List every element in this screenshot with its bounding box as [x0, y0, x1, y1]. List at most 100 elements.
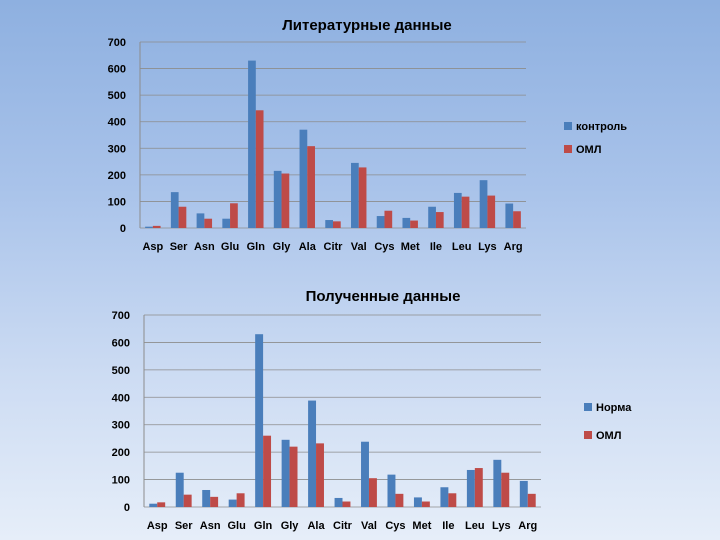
lit-category-label: Asn: [194, 241, 215, 253]
obt-legend-swatch: [584, 431, 592, 439]
obt-category-label: Citr: [333, 520, 353, 532]
lit-bar-lys-series0: [479, 180, 488, 228]
obt-bar-leu-series1: [474, 468, 483, 507]
lit-bar-asp-series0: [145, 226, 153, 228]
obt-y-tick-label: 700: [112, 310, 130, 322]
obt-y-tick-label: 0: [124, 502, 130, 514]
lit-category-label: Val: [351, 241, 367, 253]
lit-category-label: Gln: [247, 241, 266, 253]
obt-category-label: Gly: [281, 520, 300, 532]
lit-category-label: Leu: [452, 241, 472, 253]
lit-bar-arg-series0: [505, 203, 514, 228]
obt-bar-val-series0: [361, 441, 369, 507]
lit-bar-glu-series1: [230, 203, 238, 228]
lit-bar-met-series1: [410, 220, 418, 228]
obt-category-label: Ile: [442, 520, 454, 532]
obt-bar-citr-series0: [334, 497, 343, 507]
obt-bar-asp-series0: [149, 503, 158, 507]
obt-category-label: Lys: [492, 520, 511, 532]
obt-bar-ser-series0: [175, 472, 184, 507]
lit-y-tick-label: 300: [108, 143, 126, 155]
obt-bar-gln-series0: [255, 334, 264, 507]
obt-bar-asn-series1: [210, 496, 219, 507]
obt-bar-lys-series0: [493, 459, 502, 507]
obt-category-label: Met: [412, 520, 431, 532]
lit-category-label: Cys: [374, 241, 394, 253]
lit-bar-ala-series0: [299, 129, 308, 228]
obt-category-label: Ala: [307, 520, 325, 532]
lit-bar-gly-series0: [273, 170, 282, 228]
obt-y-tick-label: 500: [112, 365, 130, 377]
lit-bar-ser-series1: [178, 206, 187, 228]
obt-bar-met-series0: [413, 497, 422, 507]
lit-y-tick-label: 600: [108, 64, 126, 76]
lit-bar-asn-series1: [204, 218, 213, 228]
lit-bar-ile-series1: [435, 212, 444, 228]
obt-legend-swatch: [584, 403, 592, 411]
lit-bar-ala-series1: [307, 146, 315, 228]
lit-legend-label: ОМЛ: [576, 144, 601, 156]
obt-bar-glu-series1: [236, 493, 245, 507]
obt-category-label: Leu: [465, 520, 485, 532]
lit-y-tick-label: 0: [120, 223, 126, 235]
obt-chart-title: Полученные данные: [306, 288, 461, 305]
obt-bar-gly-series1: [289, 446, 298, 507]
lit-bar-met-series0: [402, 217, 411, 228]
lit-bar-gln-series1: [255, 110, 264, 228]
lit-legend-swatch: [564, 122, 572, 130]
obt-bar-arg-series1: [527, 493, 536, 507]
obt-bar-cys-series1: [395, 493, 404, 507]
lit-category-label: Glu: [221, 241, 239, 253]
lit-bar-ser-series0: [170, 192, 179, 228]
obt-bar-ala-series1: [316, 443, 324, 507]
lit-category-label: Ser: [170, 241, 188, 253]
lit-category-label: Met: [401, 241, 420, 253]
obt-category-label: Gln: [254, 520, 273, 532]
lit-bar-leu-series0: [453, 192, 462, 228]
obt-bar-ser-series1: [183, 494, 192, 507]
obt-bar-citr-series1: [342, 501, 351, 507]
obt-bar-ile-series0: [440, 487, 449, 507]
lit-y-tick-label: 700: [108, 37, 126, 49]
obt-category-label: Ser: [175, 520, 193, 532]
lit-category-label: Arg: [504, 241, 523, 253]
obt-bar-met-series1: [421, 501, 430, 507]
lit-bar-gly-series1: [281, 173, 290, 228]
chart-obtained: Полученные данные 0 100 200 300 400 500 600 700 A…: [112, 288, 633, 532]
lit-legend-label: контроль: [576, 121, 627, 133]
lit-category-label: Citr: [324, 241, 344, 253]
obt-bar-gln-series1: [263, 435, 272, 507]
obt-y-tick-label: 600: [112, 337, 130, 349]
lit-y-tick-label: 200: [108, 170, 126, 182]
lit-category-label: Ile: [430, 241, 442, 253]
obt-bar-lys-series1: [501, 472, 510, 507]
lit-legend-swatch: [564, 145, 572, 153]
obt-bar-cys-series0: [387, 474, 396, 507]
lit-category-label: Gly: [273, 241, 292, 253]
chart-literature: Литературные данные 0 100 200 300 400 500 600 70…: [108, 17, 628, 253]
lit-category-label: Lys: [478, 241, 497, 253]
lit-y-tick-label: 400: [108, 117, 126, 129]
lit-category-label: Ala: [299, 241, 317, 253]
lit-bar-val-series1: [358, 167, 367, 228]
obt-bar-ala-series0: [308, 400, 317, 507]
lit-bar-asn-series0: [196, 213, 205, 228]
obt-category-label: Asn: [200, 520, 221, 532]
obt-category-label: Arg: [518, 520, 537, 532]
lit-bar-arg-series1: [513, 211, 521, 228]
lit-chart-title: Литературные данные: [282, 17, 451, 34]
lit-bar-asp-series1: [152, 225, 161, 228]
obt-category-label: Glu: [227, 520, 245, 532]
lit-y-tick-label: 500: [108, 90, 126, 102]
obt-category-label: Cys: [385, 520, 405, 532]
lit-y-tick-label: 100: [108, 196, 126, 208]
lit-bar-cys-series0: [376, 216, 385, 228]
obt-legend-label: ОМЛ: [596, 430, 621, 442]
lit-bar-citr-series1: [333, 221, 341, 228]
obt-y-tick-label: 300: [112, 420, 130, 432]
lit-bar-citr-series0: [325, 220, 333, 228]
obt-bar-val-series1: [368, 478, 377, 507]
obt-category-label: Asp: [147, 520, 168, 532]
obt-bar-asn-series0: [202, 489, 211, 507]
